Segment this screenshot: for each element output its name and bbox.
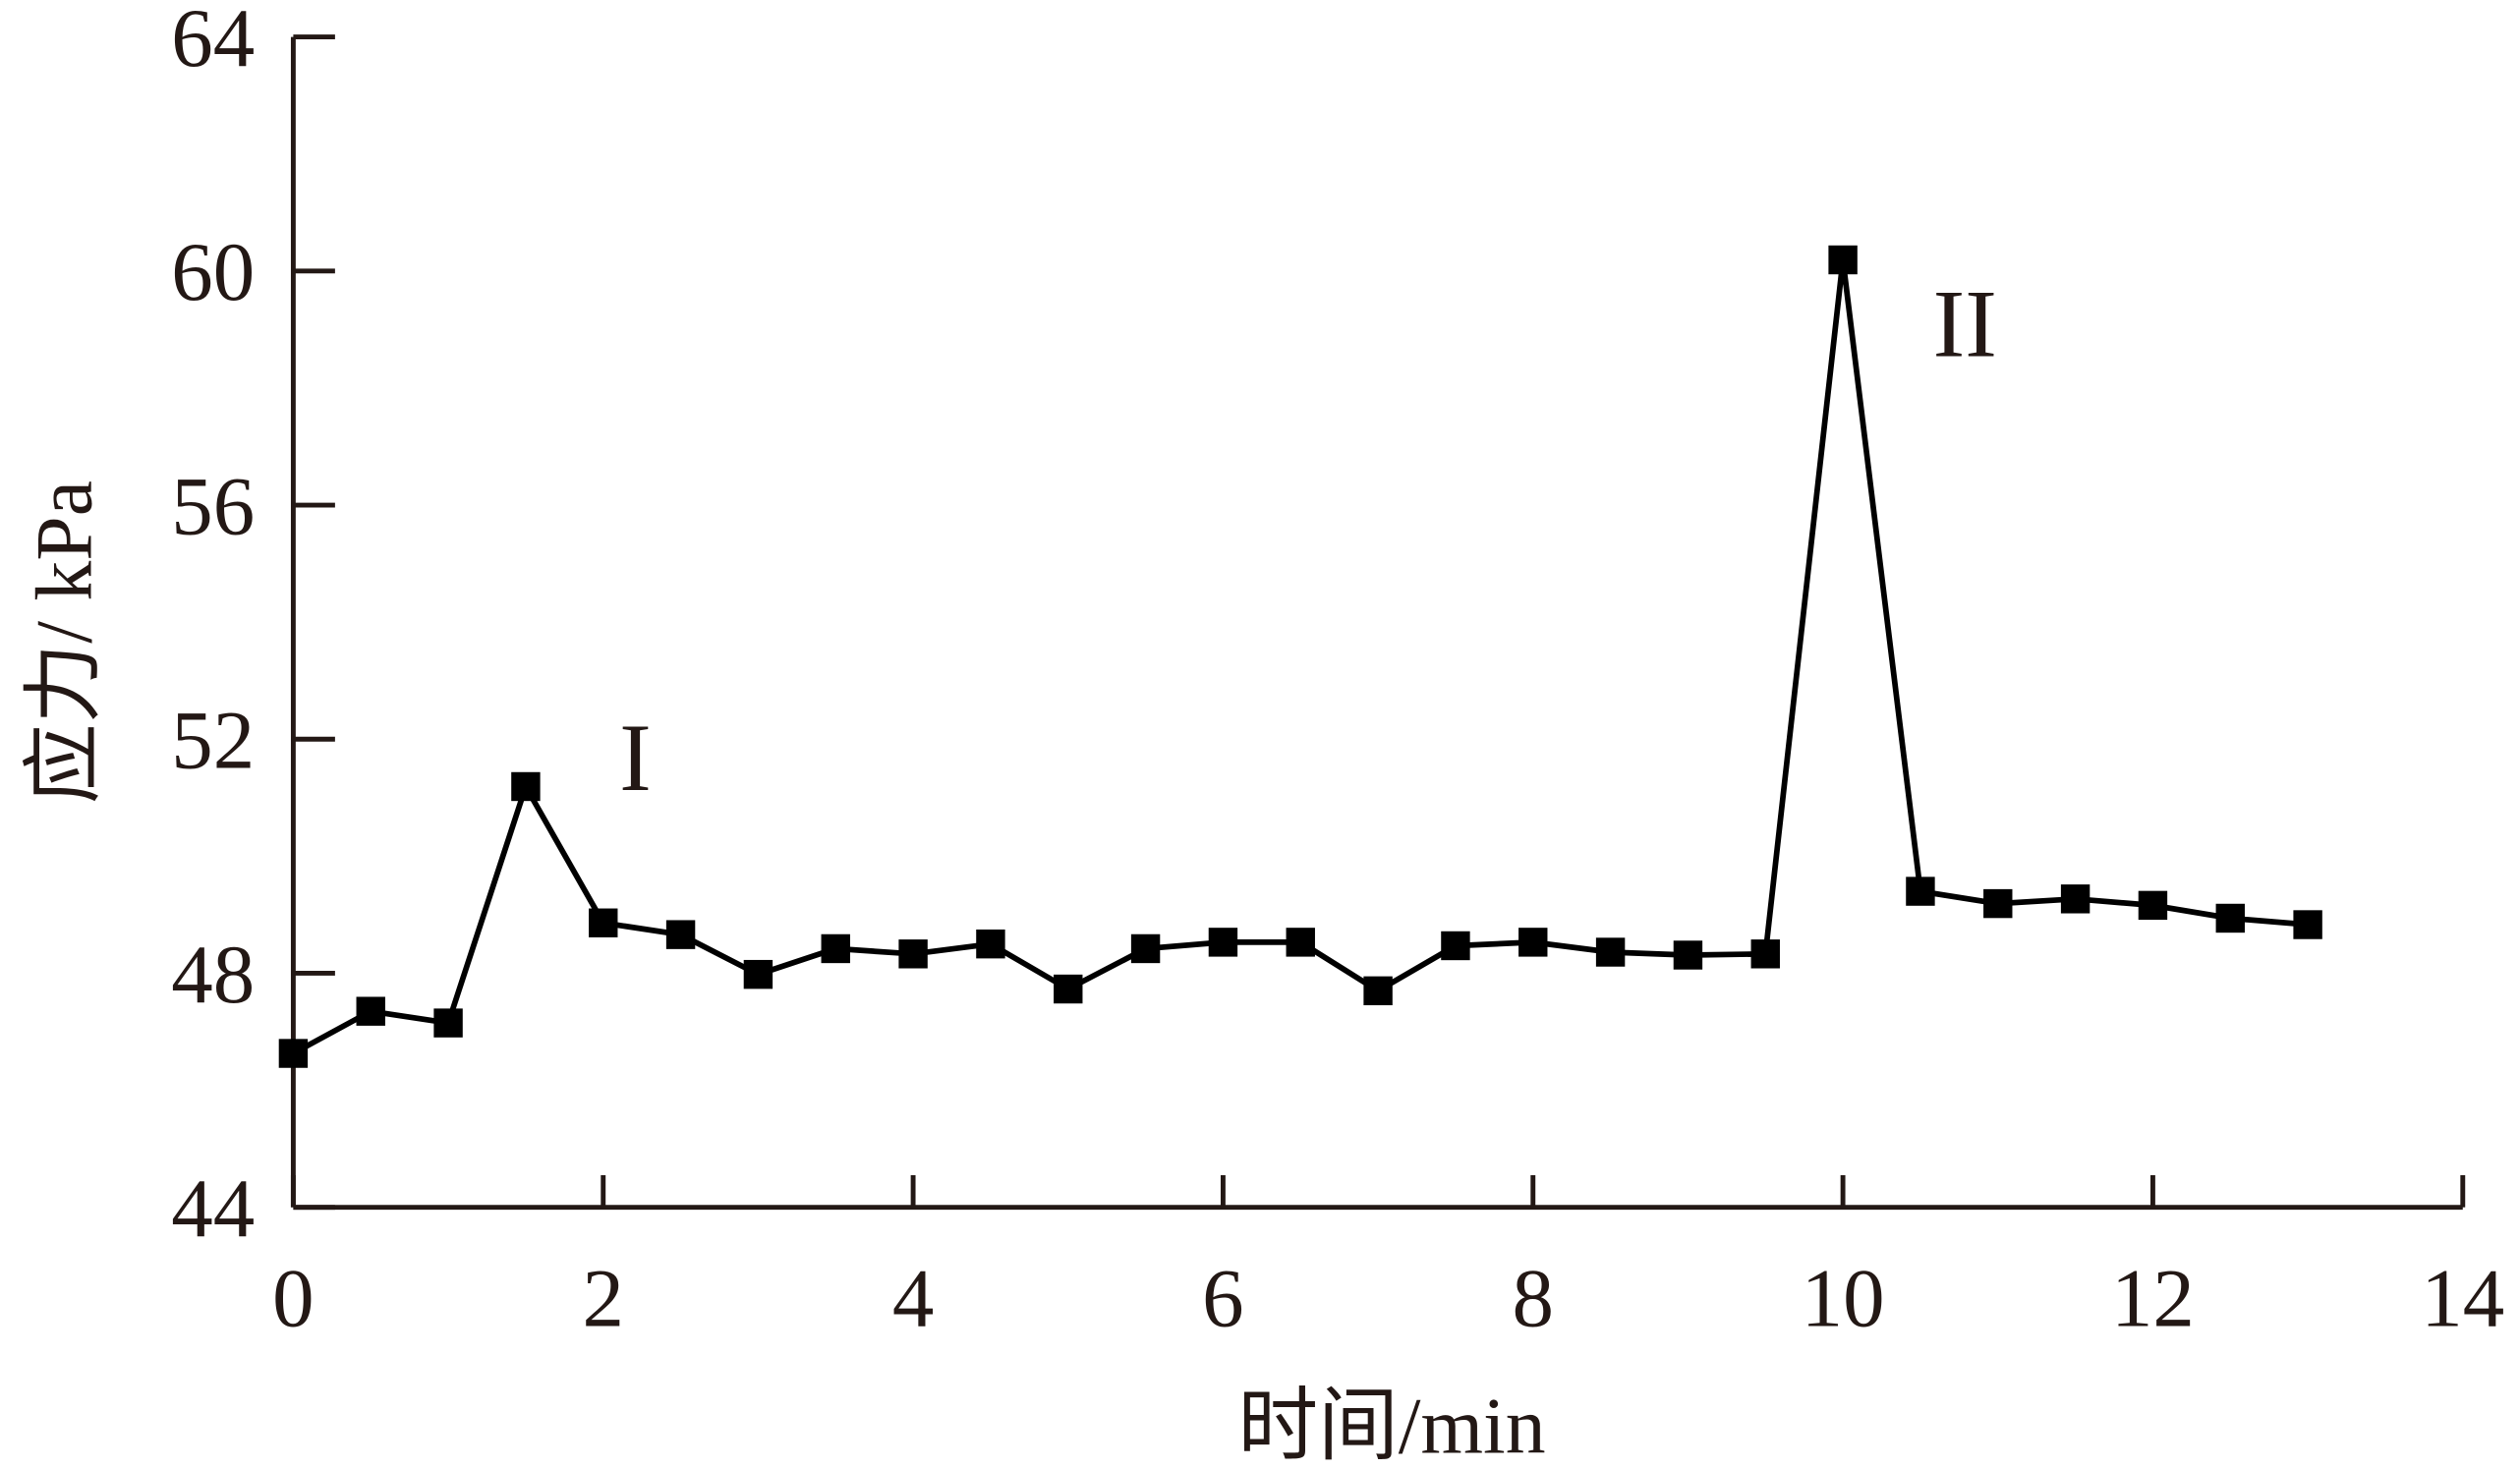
- x-tick-label: 2: [583, 1253, 624, 1345]
- x-tick-label: 4: [892, 1253, 934, 1345]
- point: [1208, 928, 1238, 957]
- annotation: II: [1933, 272, 1997, 378]
- point: [1673, 940, 1703, 970]
- point: [1983, 888, 2013, 919]
- point: [589, 908, 618, 937]
- y-tick-label: 44: [171, 1162, 255, 1255]
- point: [433, 1008, 463, 1038]
- point: [1363, 976, 1393, 1006]
- x-tick-label: 12: [2111, 1253, 2195, 1345]
- point: [1286, 928, 1315, 957]
- point: [1130, 933, 1161, 964]
- point: [2060, 884, 2090, 914]
- x-tick-label: 10: [1802, 1253, 1885, 1345]
- annotation: I: [619, 706, 652, 812]
- y-tick-label: 52: [171, 695, 255, 787]
- point: [356, 996, 385, 1026]
- point: [665, 920, 696, 949]
- point: [2293, 910, 2322, 939]
- point: [821, 933, 850, 964]
- x-tick-label: 8: [1513, 1253, 1554, 1345]
- point: [976, 929, 1005, 959]
- y-tick-label: 48: [171, 929, 255, 1021]
- point: [278, 1039, 309, 1068]
- x-tick-label: 14: [2421, 1253, 2504, 1345]
- point: [1906, 876, 1935, 906]
- x-axis-label: 时间/min: [1237, 1382, 1545, 1469]
- point: [2138, 890, 2168, 921]
- point: [1595, 937, 1626, 967]
- point: [743, 959, 773, 989]
- point: [2215, 903, 2245, 933]
- y-axis-label: 应力/ kPa: [20, 480, 109, 804]
- point: [1054, 974, 1083, 1004]
- point: [511, 771, 541, 802]
- point: [1828, 245, 1858, 275]
- y-tick-label: 56: [171, 460, 255, 552]
- x-tick-label: 6: [1202, 1253, 1243, 1345]
- y-tick-label: 60: [171, 226, 255, 318]
- x-tick-label: 0: [272, 1253, 314, 1345]
- point: [898, 939, 928, 969]
- point: [1750, 939, 1780, 969]
- point: [1518, 928, 1548, 957]
- y-tick-label: 64: [171, 0, 255, 85]
- point: [1441, 931, 1470, 961]
